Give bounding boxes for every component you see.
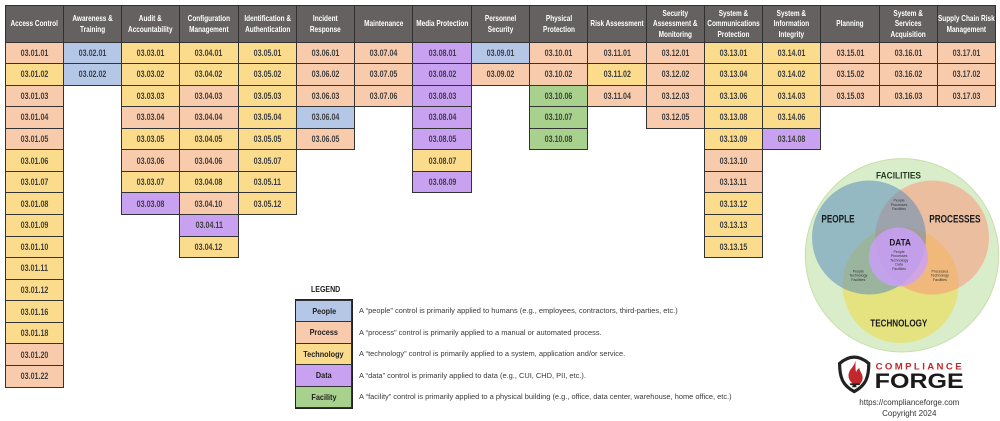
svg-text:Processes: Processes bbox=[891, 203, 908, 207]
svg-text:Data: Data bbox=[895, 263, 903, 267]
svg-text:Technology: Technology bbox=[849, 274, 867, 278]
svg-text:Technology: Technology bbox=[890, 258, 908, 262]
svg-text:DATA: DATA bbox=[889, 237, 911, 248]
svg-text:People: People bbox=[853, 269, 864, 273]
svg-text:Facilities: Facilities bbox=[892, 267, 906, 271]
svg-text:https://complianceforge.com: https://complianceforge.com bbox=[859, 398, 959, 407]
svg-text:TECHNOLOGY: TECHNOLOGY bbox=[870, 318, 927, 329]
svg-text:Facilities: Facilities bbox=[892, 207, 906, 211]
svg-text:PEOPLE: PEOPLE bbox=[821, 214, 854, 226]
svg-text:FORGE: FORGE bbox=[875, 370, 964, 393]
svg-text:Processes: Processes bbox=[932, 269, 949, 273]
svg-text:Facilities: Facilities bbox=[851, 278, 865, 282]
svg-text:FACILITIES: FACILITIES bbox=[876, 171, 921, 182]
svg-text:People: People bbox=[893, 199, 904, 203]
svg-text:Technology: Technology bbox=[931, 274, 949, 278]
svg-text:People: People bbox=[893, 250, 904, 254]
svg-text:Facilities: Facilities bbox=[933, 278, 947, 282]
svg-text:COMPLIANCE: COMPLIANCE bbox=[876, 361, 963, 372]
svg-text:Copyright 2024: Copyright 2024 bbox=[882, 409, 937, 418]
svg-text:Processes: Processes bbox=[891, 254, 908, 258]
svg-text:PROCESSES: PROCESSES bbox=[929, 214, 980, 226]
